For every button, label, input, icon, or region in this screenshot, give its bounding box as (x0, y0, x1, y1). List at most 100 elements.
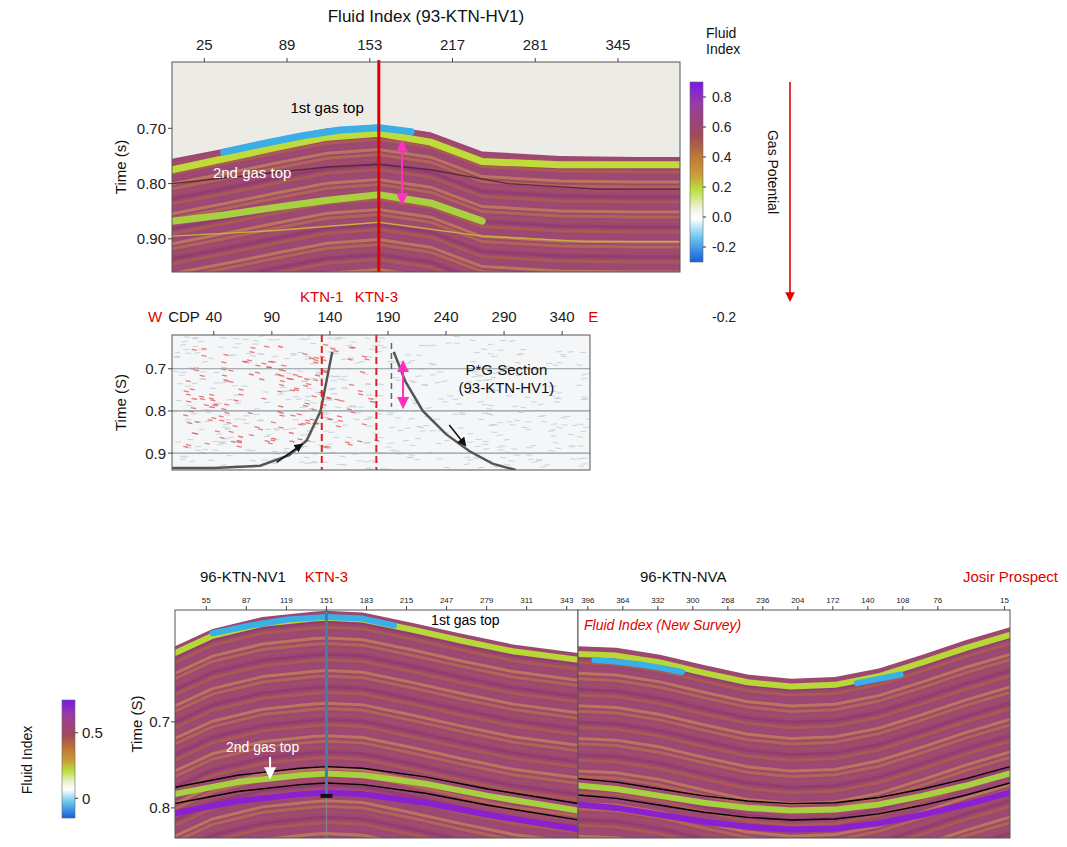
texture (310, 419, 315, 420)
texture (301, 380, 307, 381)
texture (389, 426, 395, 428)
x-tick-label: 396 (581, 596, 595, 605)
texture (323, 344, 328, 345)
texture (191, 408, 196, 409)
texture (430, 374, 436, 375)
texture (581, 396, 587, 397)
texture (518, 353, 524, 355)
texture (545, 464, 551, 465)
x-tick (937, 606, 938, 610)
texture (514, 419, 520, 421)
texture (186, 381, 191, 382)
texture (483, 441, 489, 443)
texture (228, 370, 233, 371)
texture (554, 401, 560, 403)
texture (422, 385, 428, 387)
texture (212, 449, 218, 451)
texture (174, 356, 180, 357)
texture (194, 352, 200, 354)
texture (187, 439, 193, 441)
texture (215, 431, 220, 432)
texture (482, 444, 488, 445)
colorbar-title: Fluid Index (19, 726, 35, 794)
data-top (578, 610, 1010, 679)
gas-interval-arrow (402, 362, 404, 406)
colorbar-tick-label: 0.6 (712, 119, 732, 135)
texture (242, 386, 248, 387)
texture (290, 353, 296, 354)
texture (428, 362, 434, 364)
texture (365, 467, 371, 469)
texture (259, 353, 265, 355)
texture (183, 446, 188, 447)
texture (486, 408, 492, 410)
colorbar (62, 700, 75, 818)
texture (393, 377, 399, 378)
texture (210, 407, 215, 408)
texture (175, 833, 578, 838)
texture (444, 467, 450, 468)
horizon (175, 792, 578, 829)
texture (551, 423, 557, 425)
texture (259, 379, 265, 381)
texture (175, 442, 181, 443)
colorbar-title-line: Fluid (706, 25, 736, 41)
texture (478, 419, 484, 420)
horizon (578, 792, 1010, 829)
texture (284, 358, 290, 359)
texture (351, 347, 356, 348)
texture (280, 387, 286, 388)
plot-area (172, 62, 680, 272)
texture (505, 464, 511, 466)
texture (366, 394, 372, 395)
texture (250, 460, 256, 462)
texture (362, 424, 367, 425)
x-tick (526, 606, 527, 610)
x-tick-label: 311 (520, 596, 533, 605)
texture (408, 380, 414, 382)
texture (396, 380, 402, 381)
texture (526, 421, 532, 422)
texture (176, 400, 182, 401)
frame (172, 335, 590, 470)
texture (405, 362, 411, 363)
texture (370, 401, 375, 402)
texture (388, 361, 394, 362)
texture (326, 398, 331, 399)
x-tick (271, 331, 272, 335)
texture (300, 434, 306, 435)
texture (350, 412, 355, 413)
figure: 1st gas top2nd gas topFluid Index (93-KT… (0, 0, 1067, 847)
texture (536, 459, 542, 460)
x-tick (587, 606, 588, 610)
texture (415, 438, 421, 440)
texture (395, 417, 401, 418)
texture (394, 450, 400, 451)
x-tick-label: 332 (651, 596, 665, 605)
x-tick-label: 15 (1000, 596, 1009, 605)
texture (569, 445, 575, 446)
y-axis-title: Time (s) (112, 140, 129, 194)
texture (214, 404, 219, 405)
x-tick-label: 268 (721, 596, 735, 605)
texture (497, 446, 503, 447)
texture (182, 340, 188, 342)
texture (305, 396, 311, 398)
texture (437, 371, 443, 372)
texture (208, 460, 214, 461)
texture (498, 449, 504, 451)
texture (271, 361, 276, 362)
texture (475, 439, 481, 440)
texture (452, 399, 458, 400)
texture (348, 359, 353, 360)
texture (200, 399, 205, 400)
well-bottom (320, 794, 332, 798)
texture (381, 347, 387, 348)
texture (438, 398, 444, 399)
texture (278, 346, 283, 347)
texture (332, 375, 338, 377)
texture (488, 425, 494, 427)
y-tick-label: 0.7 (149, 713, 170, 730)
texture (331, 393, 337, 394)
texture (512, 405, 518, 407)
